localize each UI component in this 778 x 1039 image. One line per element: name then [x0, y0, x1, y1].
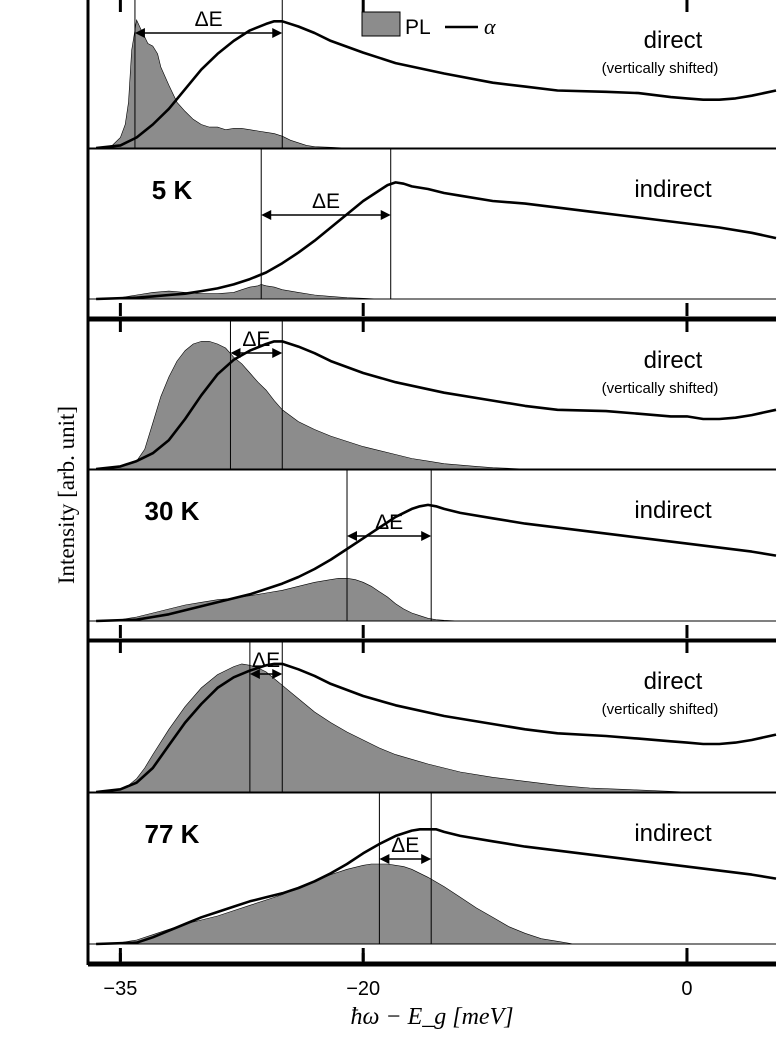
- alpha-line: [95, 662, 777, 794]
- delta-arrowhead-left: [134, 28, 145, 38]
- x-axis-label: ħω − E_g [meV]: [350, 1004, 513, 1030]
- delta-arrowhead-right: [272, 348, 283, 358]
- delta-e-label: ΔE: [252, 649, 280, 672]
- delta-e-label: ΔE: [195, 8, 223, 31]
- regime-sublabel: (vertically shifted): [602, 60, 719, 77]
- panel-2: ΔE direct (vertically shifted) ΔE indirect 77…: [86, 639, 777, 965]
- alpha-line: [95, 340, 777, 471]
- legend-pl-label: PL: [405, 16, 431, 39]
- temperature-label: 30 K: [145, 496, 200, 526]
- legend-alpha-label: α: [484, 14, 496, 39]
- pl-area: [96, 663, 688, 793]
- alpha-line: [95, 20, 777, 150]
- delta-arrowhead-left: [347, 531, 358, 541]
- regime-sublabel: (vertically shifted): [602, 701, 719, 718]
- y-axis-label: Intensity [arb. unit]: [54, 406, 79, 584]
- delta-e-label: ΔE: [375, 511, 403, 534]
- regime-label: indirect: [634, 176, 712, 203]
- regime-label: indirect: [634, 820, 712, 847]
- delta-e-label: ΔE: [391, 834, 419, 857]
- legend-pl-swatch: [361, 11, 401, 37]
- delta-arrowhead-right: [272, 28, 283, 38]
- delta-arrowhead-right: [272, 669, 283, 679]
- pl-area: [96, 341, 526, 470]
- panel-1: ΔE direct (vertically shifted) ΔE indirect 30…: [86, 318, 777, 642]
- x-tick-label: −20: [346, 978, 380, 1000]
- delta-arrowhead-left: [249, 669, 260, 679]
- delta-e-label: ΔE: [242, 328, 270, 351]
- pl-area: [96, 578, 477, 622]
- delta-arrowhead-right: [421, 854, 432, 864]
- regime-label: direct: [644, 347, 703, 374]
- regime-label: direct: [644, 27, 703, 54]
- alpha-line: [96, 503, 777, 623]
- legend: PL α: [361, 11, 496, 39]
- pl-area: [96, 18, 364, 149]
- delta-arrowhead-left: [379, 854, 390, 864]
- panel-0: ΔE direct (vertically shifted) ΔE indirect 5 …: [86, 0, 777, 320]
- temperature-label: 77 K: [145, 819, 200, 849]
- delta-arrowhead-right: [421, 531, 432, 541]
- x-tick-label: −35: [103, 978, 137, 1000]
- delta-arrowhead-left: [261, 210, 272, 220]
- regime-label: direct: [644, 668, 703, 695]
- delta-e-label: ΔE: [312, 190, 340, 213]
- delta-arrowhead-right: [380, 210, 391, 220]
- alpha-line: [96, 181, 777, 301]
- x-tick-label: 0: [681, 978, 692, 1000]
- alpha-line: [96, 828, 777, 946]
- plot-layer: ΔE direct (vertically shifted) ΔE indirect 5 …: [86, 0, 777, 1000]
- regime-sublabel: (vertically shifted): [602, 380, 719, 397]
- delta-arrowhead-left: [230, 348, 241, 358]
- regime-label: indirect: [634, 497, 712, 524]
- temperature-label: 5 K: [152, 175, 193, 205]
